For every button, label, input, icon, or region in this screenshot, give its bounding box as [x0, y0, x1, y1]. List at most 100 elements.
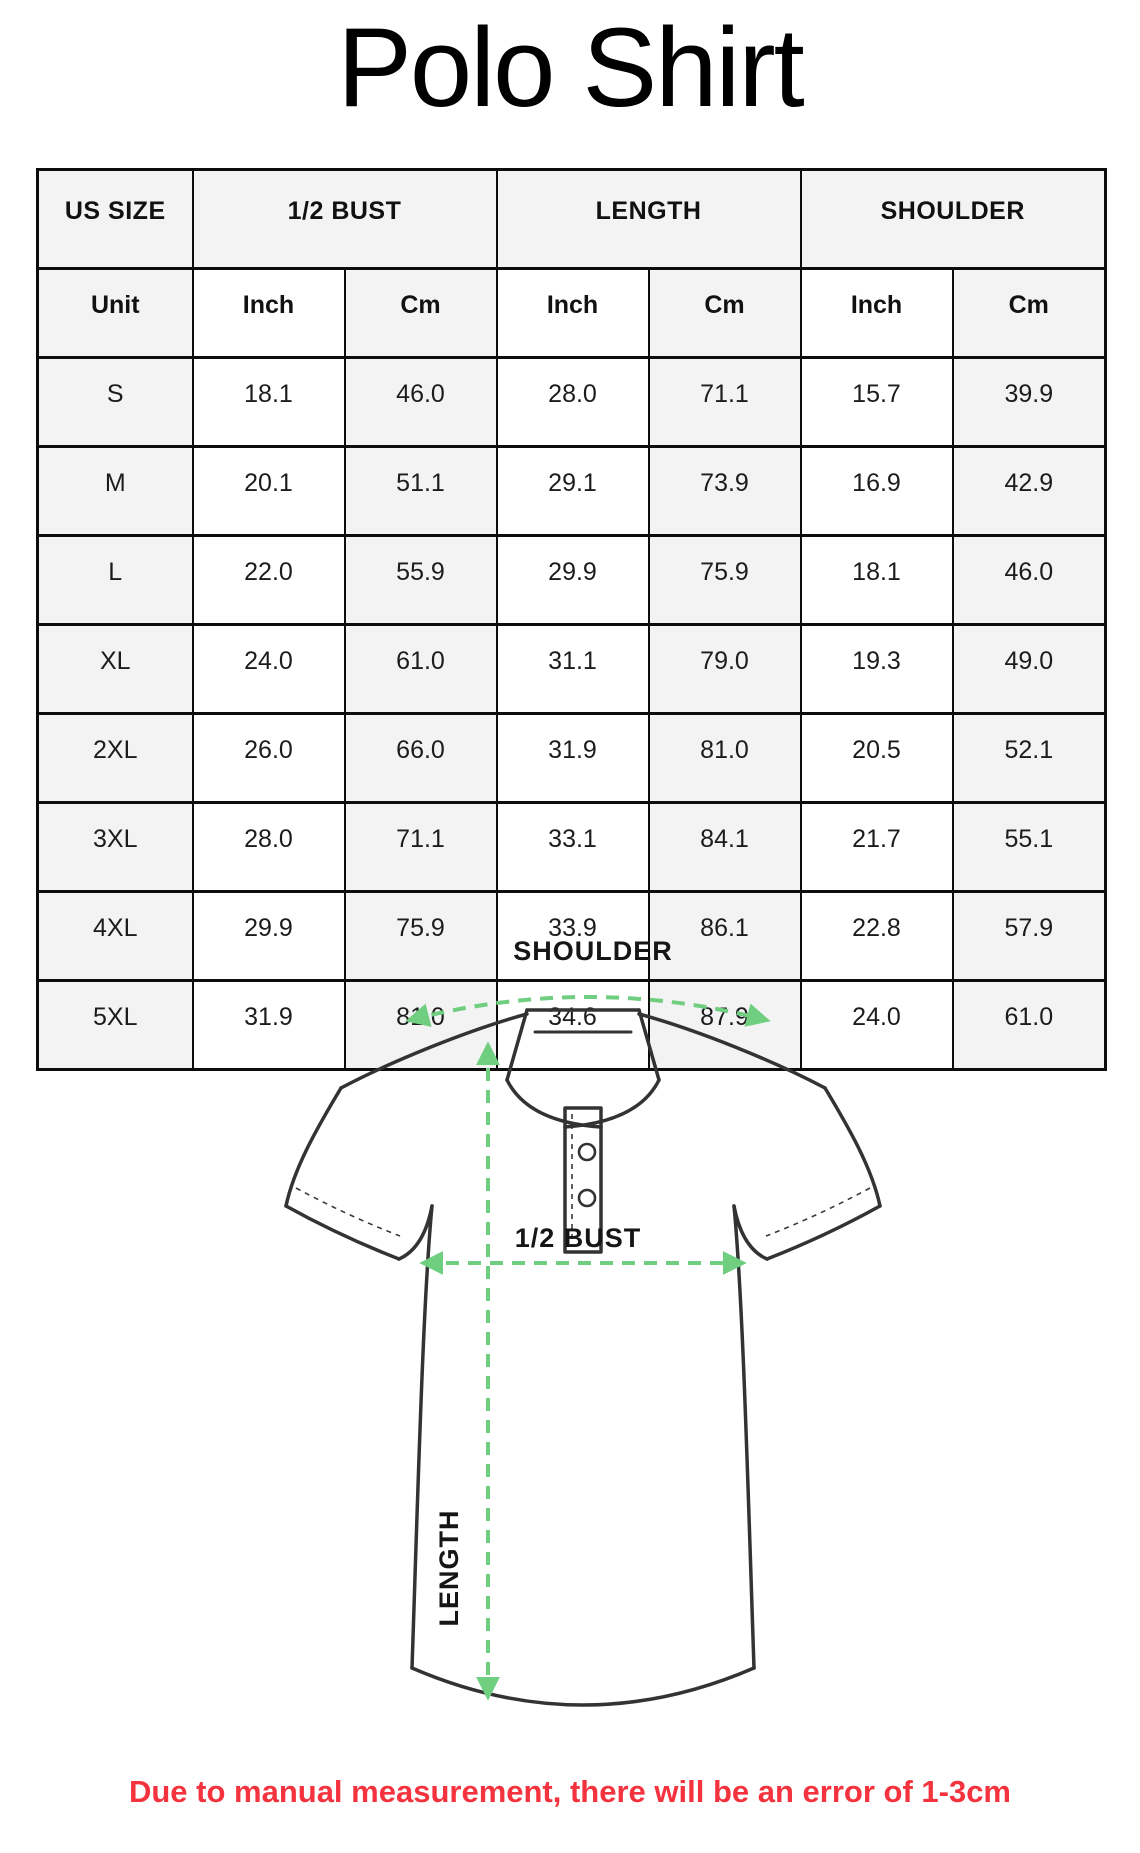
size-label-cell: XL — [36, 623, 194, 715]
measurement-cell: 71.1 — [647, 356, 802, 448]
size-table-body: US SIZE 1/2 BUST LENGTH SHOULDER Unit In… — [36, 168, 1107, 1071]
table-row: M 20.1 51.1 29.1 73.9 16.9 42.9 — [36, 445, 1107, 537]
size-label-cell: 5XL — [36, 979, 194, 1071]
measurement-cell: 20.1 — [191, 445, 346, 537]
measurement-cell: 55.1 — [951, 801, 1107, 893]
measurement-cell: 61.0 — [951, 979, 1107, 1071]
measurement-cell: 81.0 — [647, 712, 802, 804]
measurement-cell: 61.0 — [343, 623, 498, 715]
table-row: 2XL 26.0 66.0 31.9 81.0 20.5 52.1 — [36, 712, 1107, 804]
button — [577, 1188, 597, 1208]
length-measure-label: LENGTH — [434, 1510, 464, 1627]
right-cuff-edge — [765, 1204, 882, 1261]
placket — [563, 1106, 603, 1254]
unit-cell: Inch — [191, 267, 346, 359]
left-sleeve-outer — [284, 1086, 343, 1208]
measurement-cell: 84.1 — [647, 801, 802, 893]
measurement-cell: 73.9 — [647, 445, 802, 537]
table-row: S 18.1 46.0 28.0 71.1 15.7 39.9 — [36, 356, 1107, 448]
size-label-cell: 4XL — [36, 890, 194, 982]
measurement-cell: 19.3 — [799, 623, 954, 715]
size-label-cell: M — [36, 445, 194, 537]
measurement-cell: 39.9 — [951, 356, 1107, 448]
left-cuff-edge — [284, 1204, 401, 1261]
right-underarm — [732, 1204, 769, 1261]
bust-measure-label: 1/2 BUST — [515, 1223, 642, 1253]
measurement-cell: 24.0 — [799, 979, 954, 1071]
table-group-header-row: US SIZE 1/2 BUST LENGTH SHOULDER — [36, 168, 1107, 270]
measurement-cell: 79.0 — [647, 623, 802, 715]
measurement-cell: 22.0 — [191, 534, 346, 626]
left-cuff-stitch — [295, 1187, 401, 1237]
button — [577, 1142, 597, 1162]
measurement-cell: 52.1 — [951, 712, 1107, 804]
measurement-cell: 33.1 — [495, 801, 650, 893]
measurement-cell: 75.9 — [343, 890, 498, 982]
measurement-cell: 57.9 — [951, 890, 1107, 982]
left-underarm — [397, 1204, 434, 1261]
measurement-cell: 26.0 — [191, 712, 346, 804]
measurement-cell: 29.1 — [495, 445, 650, 537]
measurement-cell: 28.0 — [495, 356, 650, 448]
unit-cell: Inch — [799, 267, 954, 359]
unit-cell: Cm — [343, 267, 498, 359]
hem — [410, 1666, 756, 1707]
measurement-cell: 16.9 — [799, 445, 954, 537]
measurement-cell: 31.9 — [191, 979, 346, 1071]
table-row: 5XL 31.9 81.0 34.6 87.9 24.0 61.0 — [36, 979, 1107, 1071]
measurement-cell: 22.8 — [799, 890, 954, 982]
size-label-cell: 2XL — [36, 712, 194, 804]
measurement-cell: 33.9 — [495, 890, 650, 982]
measurement-cell: 21.7 — [799, 801, 954, 893]
unit-cell: Inch — [495, 267, 650, 359]
header-half-bust: 1/2 BUST — [191, 168, 498, 270]
measurement-cell: 20.5 — [799, 712, 954, 804]
right-sleeve-outer — [823, 1086, 882, 1208]
size-label-cell: L — [36, 534, 194, 626]
measurement-cell: 66.0 — [343, 712, 498, 804]
unit-cell: Cm — [951, 267, 1107, 359]
right-cuff-stitch — [765, 1187, 871, 1237]
table-row: XL 24.0 61.0 31.1 79.0 19.3 49.0 — [36, 623, 1107, 715]
header-shoulder: SHOULDER — [799, 168, 1107, 270]
measurement-cell: 31.9 — [495, 712, 650, 804]
measurement-cell: 51.1 — [343, 445, 498, 537]
table-row: 3XL 28.0 71.1 33.1 84.1 21.7 55.1 — [36, 801, 1107, 893]
collar-left-flap — [505, 1078, 603, 1129]
left-body-side — [410, 1204, 434, 1670]
measurement-cell: 55.9 — [343, 534, 498, 626]
collar-right-flap — [563, 1078, 661, 1129]
measurement-cell: 86.1 — [647, 890, 802, 982]
polo-shirt-outline — [284, 1008, 882, 1707]
header-length: LENGTH — [495, 168, 802, 270]
measurement-cell: 71.1 — [343, 801, 498, 893]
measurement-cell: 29.9 — [495, 534, 650, 626]
unit-label-cell: Unit — [36, 267, 194, 359]
measurement-cell: 46.0 — [343, 356, 498, 448]
measurement-error-note: Due to manual measurement, there will be… — [128, 1774, 1012, 1809]
measurement-cell: 75.9 — [647, 534, 802, 626]
measurement-cell: 18.1 — [191, 356, 346, 448]
measurement-cell: 46.0 — [951, 534, 1107, 626]
size-chart-table: US SIZE 1/2 BUST LENGTH SHOULDER Unit In… — [36, 168, 1108, 1071]
measurement-cell: 28.0 — [191, 801, 346, 893]
table-row: L 22.0 55.9 29.9 75.9 18.1 46.0 — [36, 534, 1107, 626]
measurement-cell: 34.6 — [495, 979, 650, 1071]
measurement-cell: 29.9 — [191, 890, 346, 982]
header-us-size: US SIZE — [36, 168, 194, 270]
unit-cell: Cm — [647, 267, 802, 359]
measurement-cell: 31.1 — [495, 623, 650, 715]
page-title: Polo Shirt — [337, 5, 805, 130]
measurement-cell: 87.9 — [647, 979, 802, 1071]
measurement-cell: 18.1 — [799, 534, 954, 626]
measurement-arrows — [405, 995, 771, 1701]
measurement-cell: 15.7 — [799, 356, 954, 448]
measurement-cell: 49.0 — [951, 623, 1107, 715]
table-row: 4XL 29.9 75.9 33.9 86.1 22.8 57.9 — [36, 890, 1107, 982]
size-label-cell: S — [36, 356, 194, 448]
right-body-side — [732, 1204, 756, 1670]
size-label-cell: 3XL — [36, 801, 194, 893]
measurement-cell: 24.0 — [191, 623, 346, 715]
measurement-cell: 42.9 — [951, 445, 1107, 537]
